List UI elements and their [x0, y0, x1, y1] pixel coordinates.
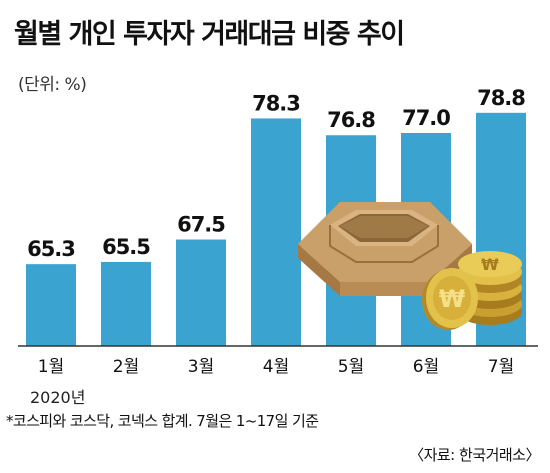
value-label-7: 78.8 — [477, 86, 525, 110]
value-label-6: 77.0 — [402, 106, 450, 130]
value-label-3: 67.5 — [177, 212, 225, 236]
bar-2 — [101, 261, 151, 346]
unit-label: (단위: %) — [18, 75, 87, 95]
category-label-7: 7월 — [488, 357, 514, 377]
won-coin-stack-icon: ₩ ₩ — [422, 251, 522, 330]
value-label-5: 76.8 — [327, 108, 375, 132]
wooden-box-icon — [298, 202, 472, 296]
value-label-2: 65.5 — [102, 235, 150, 259]
svg-text:₩: ₩ — [481, 255, 499, 274]
category-label-1: 1월 — [38, 357, 64, 377]
year-label: 2020년 — [30, 388, 86, 407]
value-label-4: 78.3 — [252, 91, 300, 115]
category-label-2: 2월 — [113, 357, 139, 377]
chart-title: 월별 개인 투자자 거래대금 비중 추이 — [14, 19, 405, 50]
bar-1 — [26, 264, 76, 346]
svg-text:₩: ₩ — [439, 285, 466, 313]
footnote: *코스피와 코스닥, 코넥스 합계. 7월은 1~17일 기준 — [6, 412, 319, 430]
value-label-1: 65.3 — [27, 237, 75, 261]
category-label-6: 6월 — [413, 357, 439, 377]
bar-3 — [176, 239, 226, 346]
bar-4 — [251, 118, 301, 346]
category-label-3: 3월 — [188, 357, 214, 377]
source-label: 〈자료: 한국거래소〉 — [409, 446, 540, 464]
category-label-4: 4월 — [263, 357, 289, 377]
category-label-5: 5월 — [338, 357, 364, 377]
